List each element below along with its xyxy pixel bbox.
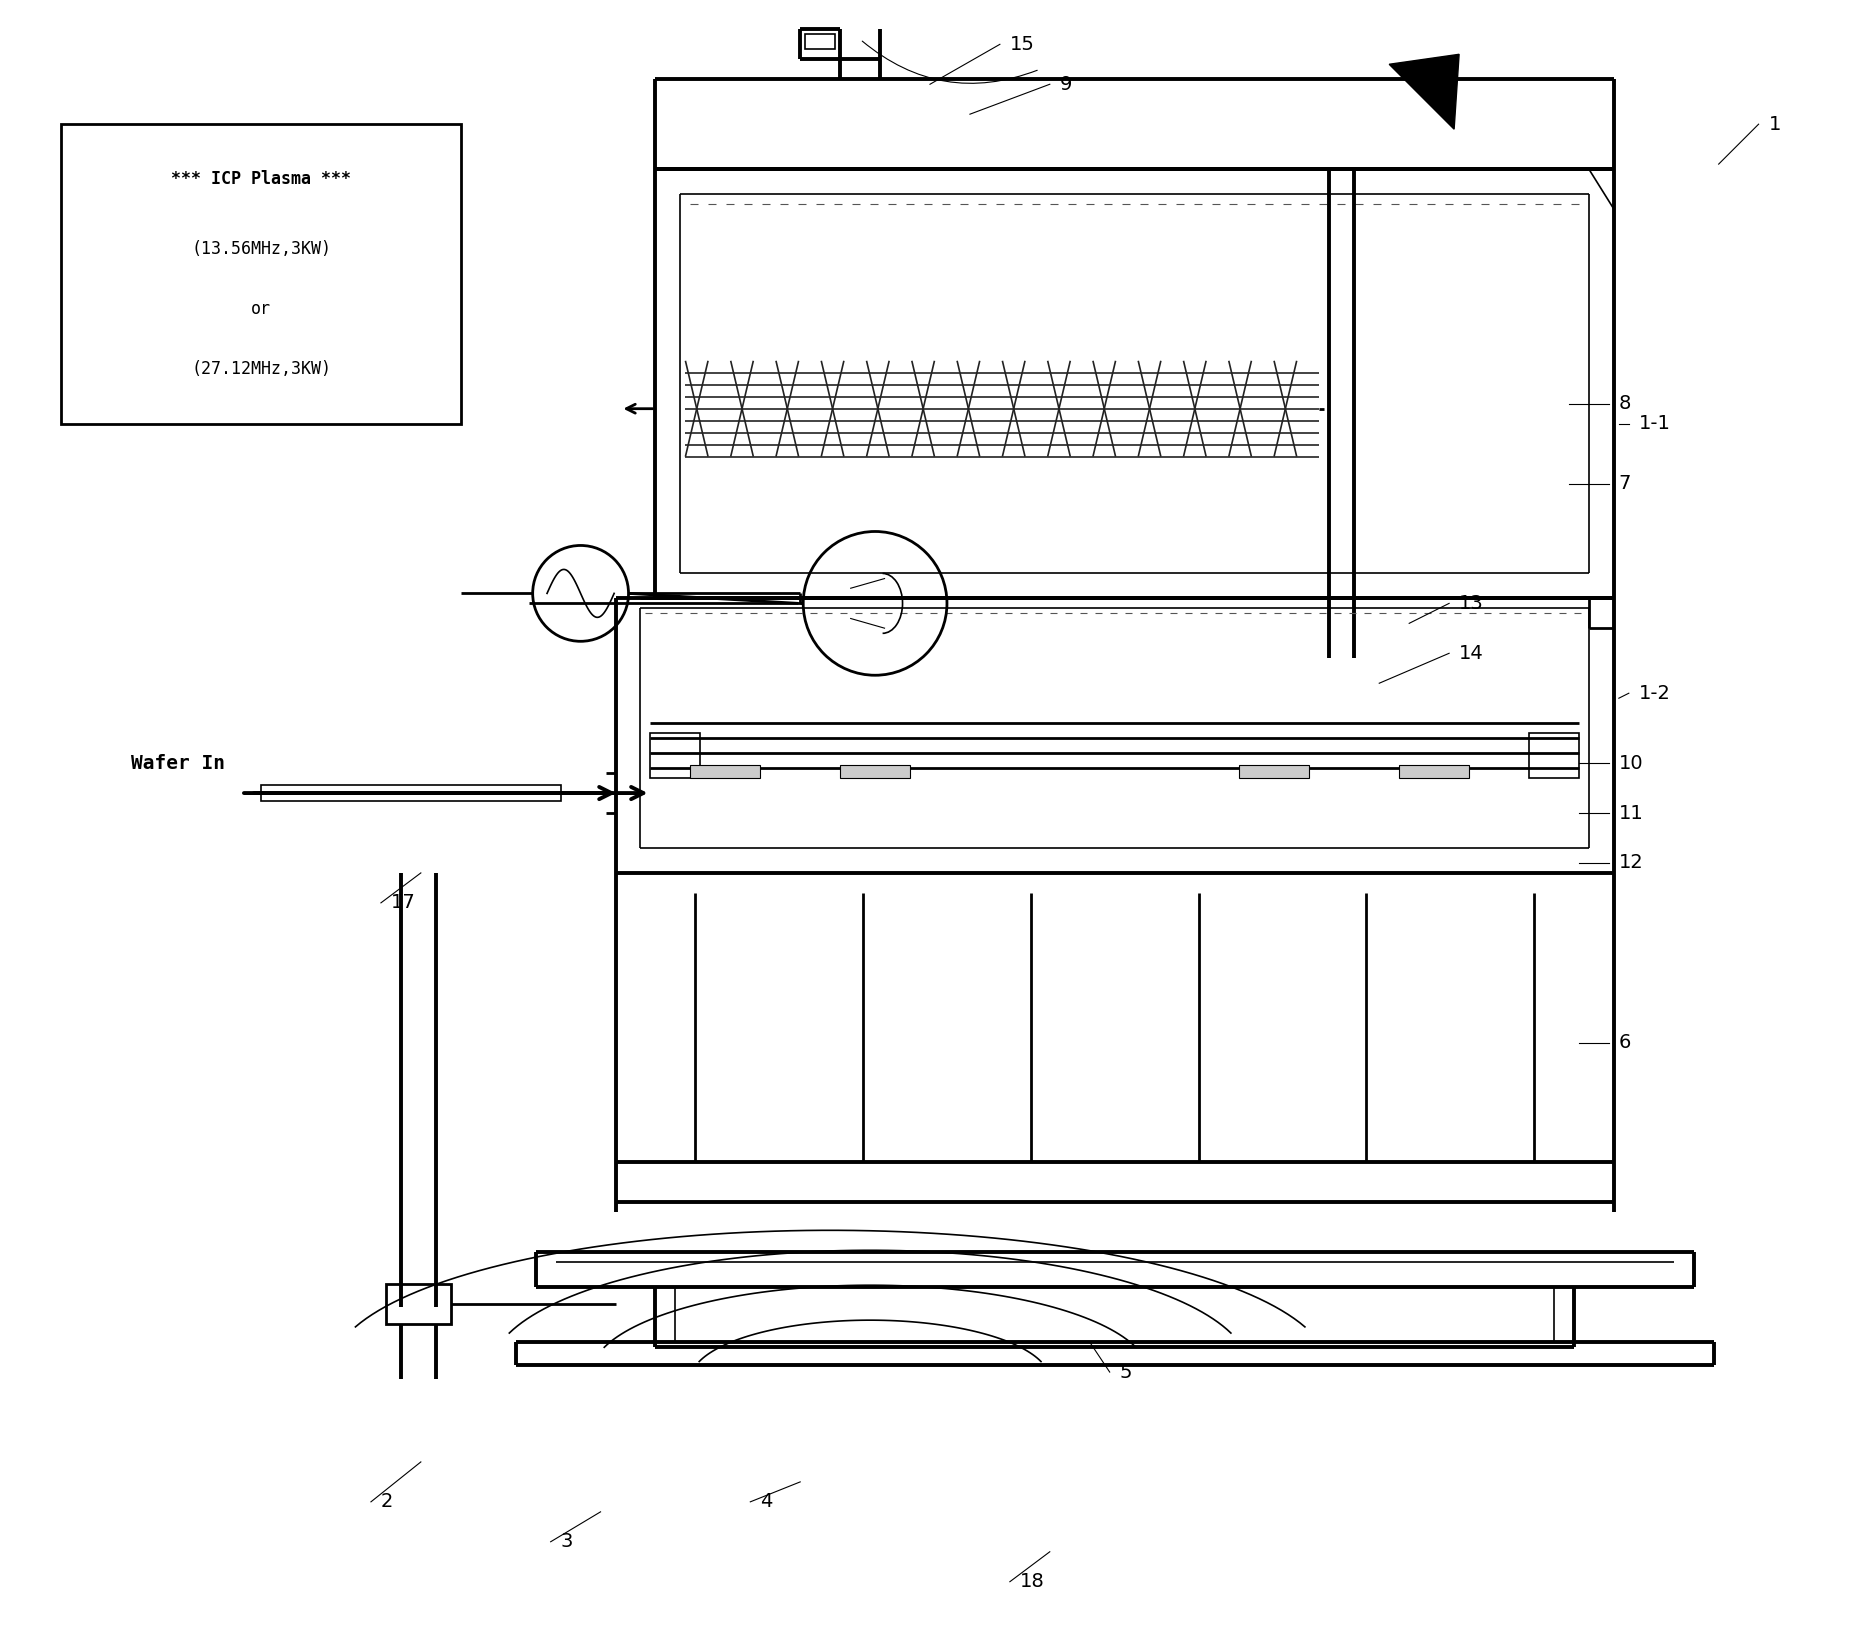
Polygon shape [1389, 54, 1458, 130]
Bar [1239, 766, 1309, 779]
Bar [1529, 733, 1579, 779]
Text: 8: 8 [1618, 394, 1631, 412]
Text: 5: 5 [1120, 1362, 1133, 1382]
Text: 1-1: 1-1 [1639, 414, 1670, 434]
Bar [61, 125, 461, 424]
Text: Wafer In: Wafer In [132, 754, 225, 772]
Text: 9: 9 [1060, 74, 1071, 94]
Text: 14: 14 [1458, 644, 1484, 662]
Text: 18: 18 [1019, 1572, 1045, 1590]
Bar [651, 733, 701, 779]
Bar [841, 766, 910, 779]
Text: 1-2: 1-2 [1639, 683, 1670, 703]
Text: 15: 15 [1010, 35, 1034, 54]
Bar [1399, 766, 1469, 779]
Text: (13.56MHz,3KW): (13.56MHz,3KW) [192, 240, 331, 258]
Text: 1: 1 [1769, 115, 1782, 133]
Text: 17: 17 [391, 894, 415, 912]
Text: or: or [251, 301, 272, 317]
Text: 13: 13 [1458, 593, 1484, 613]
Bar [675, 1286, 1553, 1342]
Text: 10: 10 [1618, 754, 1644, 772]
Text: 3: 3 [560, 1533, 573, 1551]
Bar [805, 35, 835, 49]
Text: 4: 4 [761, 1492, 772, 1512]
Text: 2: 2 [381, 1492, 392, 1512]
Bar [690, 766, 761, 779]
Text: (27.12MHz,3KW): (27.12MHz,3KW) [192, 360, 331, 378]
Text: *** ICP Plasma ***: *** ICP Plasma *** [171, 171, 352, 187]
Text: 11: 11 [1618, 803, 1644, 823]
Text: 12: 12 [1618, 853, 1644, 872]
Text: 6: 6 [1618, 1033, 1631, 1052]
Text: 7: 7 [1618, 475, 1631, 493]
Bar [260, 785, 560, 802]
Bar [385, 1285, 450, 1324]
